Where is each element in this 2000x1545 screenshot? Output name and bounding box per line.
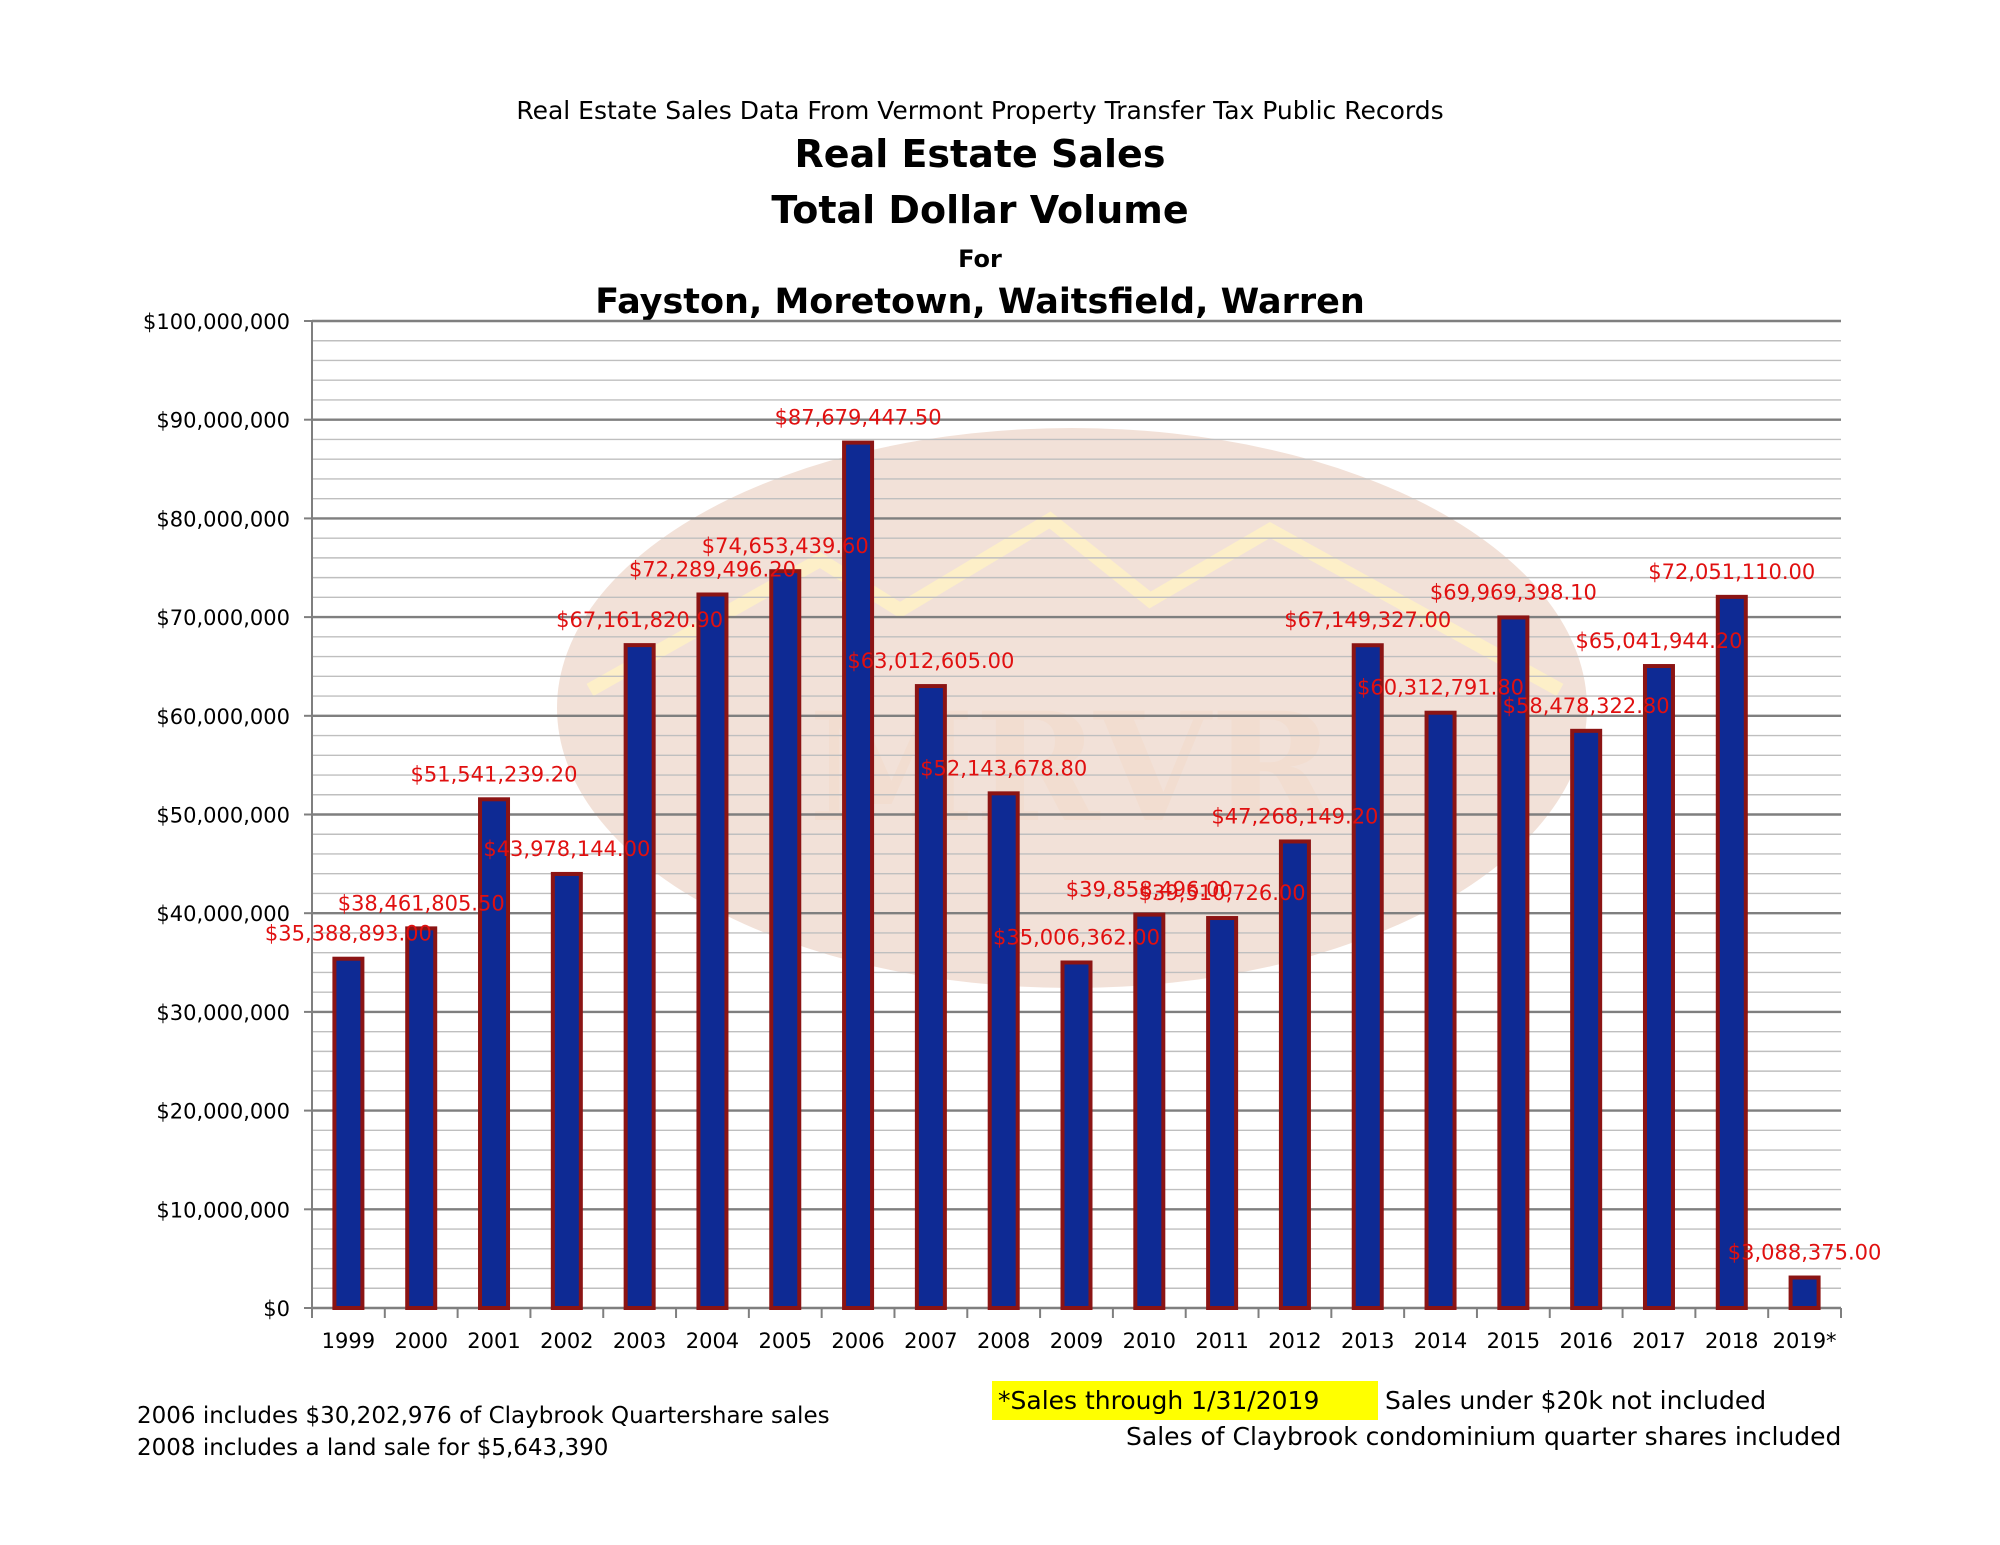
bar-2004 — [696, 592, 729, 1310]
y-tick-label: $20,000,000 — [156, 1100, 290, 1124]
chart-title-line-1: Real Estate Sales — [794, 132, 1166, 176]
bar-2009 — [1060, 960, 1093, 1310]
chart-title-line-2: Total Dollar Volume — [771, 188, 1189, 232]
data-label: $69,969,398.10 — [1430, 580, 1597, 604]
x-tick-label: 2017 — [1632, 1329, 1685, 1353]
data-label: $65,041,944.20 — [1575, 629, 1742, 653]
chart-title-towns: Fayston, Moretown, Waitsfield, Warren — [595, 282, 1365, 322]
y-tick-label: $40,000,000 — [156, 902, 290, 926]
x-tick-label: 2006 — [831, 1329, 884, 1353]
x-tick-label: 2019* — [1773, 1329, 1837, 1353]
note-land-sale: 2008 includes a land sale for $5,643,390 — [137, 1435, 609, 1461]
y-tick-label: $50,000,000 — [156, 804, 290, 828]
x-tick-label: 2016 — [1559, 1329, 1612, 1353]
x-tick-label: 2018 — [1705, 1329, 1758, 1353]
bar-1999 — [332, 956, 365, 1310]
data-labels: $35,388,893.00 $38,461,805.50 $51,541,239.… — [265, 406, 1882, 1265]
data-label: $51,541,239.20 — [411, 762, 578, 786]
data-label: $87,679,447.50 — [775, 406, 942, 430]
data-label: $39,858,496.00 — [1066, 878, 1233, 902]
data-label: $72,051,110.00 — [1648, 560, 1815, 584]
chart-supertitle: Real Estate Sales Data From Vermont Prop… — [516, 96, 1444, 125]
data-label: $3,088,375.00 — [1728, 1241, 1882, 1265]
x-tick-label: 2015 — [1487, 1329, 1540, 1353]
bar-2005 — [769, 569, 802, 1310]
x-tick-label: 2013 — [1341, 1329, 1394, 1353]
data-label: $43,978,144.00 — [483, 837, 650, 861]
data-label: $63,012,605.00 — [847, 649, 1014, 673]
x-tick-label: 2012 — [1268, 1329, 1321, 1353]
data-label: $67,161,820.90 — [556, 608, 723, 632]
y-tick-label: $60,000,000 — [156, 705, 290, 729]
data-label: $47,268,149.20 — [1211, 804, 1378, 828]
data-label: $67,149,327.00 — [1284, 608, 1451, 632]
data-label: $38,461,805.50 — [338, 891, 505, 915]
note-claybrook: 2006 includes $30,202,976 of Claybrook Q… — [137, 1403, 830, 1429]
data-label: $72,289,496.20 — [629, 558, 796, 582]
bar-2017 — [1642, 664, 1675, 1310]
bar-2008 — [987, 791, 1020, 1310]
x-tick-label: 2001 — [467, 1329, 520, 1353]
bar-2012 — [1278, 839, 1311, 1310]
bar-2007 — [914, 684, 947, 1310]
bar-2013 — [1351, 643, 1384, 1310]
bar-2011 — [1206, 916, 1239, 1310]
bar-2003 — [623, 643, 656, 1310]
watermark-logo: MRVR — [557, 428, 1587, 988]
chart-title-line-3: For — [958, 245, 1002, 273]
data-label: $39,510,726.00 — [1139, 881, 1306, 905]
data-label: $35,388,893.00 — [265, 922, 432, 946]
bar-2002 — [550, 871, 583, 1310]
x-tick-label: 2008 — [977, 1329, 1030, 1353]
x-tick-label: 1999 — [322, 1329, 375, 1353]
bars-group — [332, 440, 1821, 1310]
data-label: $74,653,439.60 — [702, 534, 869, 558]
bar-2001 — [478, 797, 511, 1310]
watermark-text: MRVR — [809, 680, 1337, 856]
x-tick-label: 2005 — [759, 1329, 812, 1353]
x-tick-label: 2014 — [1414, 1329, 1467, 1353]
x-tick-label: 2000 — [394, 1329, 447, 1353]
note-quarter-shares: Sales of Claybrook condominium quarter s… — [1126, 1422, 1842, 1451]
data-label: $52,143,678.80 — [920, 756, 1087, 780]
x-tick-labels: 1999 2000 2001 2002 2003 2004 2005 2006 2007 2008… — [322, 1329, 1837, 1353]
x-tick-label: 2003 — [613, 1329, 666, 1353]
bar-2015 — [1497, 615, 1530, 1310]
x-tick-label: 2010 — [1123, 1329, 1176, 1353]
y-tick-label: $90,000,000 — [156, 409, 290, 433]
bar-2010 — [1133, 912, 1166, 1310]
note-under-20k: Sales under $20k not included — [1385, 1386, 1767, 1415]
y-tick-label: $100,000,000 — [143, 310, 290, 334]
watermark-mountains — [586, 511, 1564, 697]
highlighted-note: *Sales through 1/31/2019 — [992, 1381, 1378, 1420]
y-tick-label: $30,000,000 — [156, 1001, 290, 1025]
x-tick-label: 2007 — [904, 1329, 957, 1353]
y-tick-label: $70,000,000 — [156, 606, 290, 630]
bar-2016 — [1570, 728, 1603, 1310]
bar-2006 — [842, 440, 875, 1310]
data-label: $60,312,791.80 — [1357, 676, 1524, 700]
bar-2000 — [405, 926, 438, 1310]
y-tick-labels: $0 $10,000,000 $20,000,000 $30,000,000 $40,0… — [143, 310, 290, 1321]
bar-2014 — [1424, 710, 1457, 1310]
x-tick-label: 2002 — [540, 1329, 593, 1353]
y-tick-label: $80,000,000 — [156, 507, 290, 531]
data-label: $35,006,362.00 — [993, 925, 1160, 949]
bar-2019* — [1788, 1275, 1821, 1310]
y-tick-label: $0 — [263, 1297, 290, 1321]
note-sales-through: *Sales through 1/31/2019 — [998, 1386, 1320, 1415]
x-tick-label: 2009 — [1050, 1329, 1103, 1353]
bar-2018 — [1715, 594, 1748, 1310]
y-tick-label: $10,000,000 — [156, 1198, 290, 1222]
data-label: $58,478,322.80 — [1503, 694, 1670, 718]
x-tick-label: 2011 — [1195, 1329, 1248, 1353]
x-tick-label: 2004 — [686, 1329, 739, 1353]
